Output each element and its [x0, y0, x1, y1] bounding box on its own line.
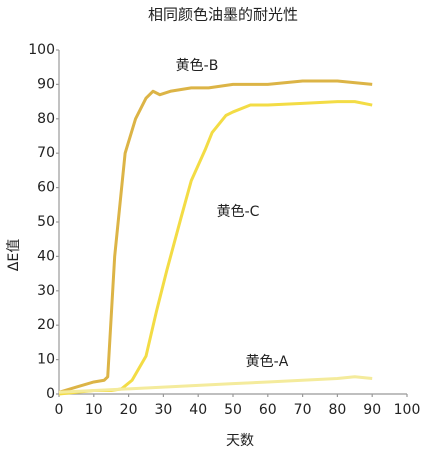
x-tick-label: 100 [394, 402, 421, 418]
series-line [58, 100, 373, 396]
y-tick-label: 20 [37, 317, 55, 333]
chart-title: 相同颜色油墨的耐光性 [148, 6, 298, 24]
x-tick-label: 30 [154, 402, 172, 418]
y-tick-label: 10 [37, 352, 55, 368]
y-tick-label: 80 [37, 111, 55, 127]
x-tick-label: 60 [259, 402, 277, 418]
x-tick-label: 0 [55, 402, 64, 418]
series-label: 黄色-B [176, 57, 219, 74]
series-label: 黄色-A [246, 353, 289, 370]
y-tick-label: 40 [37, 248, 55, 264]
y-tick-label: 30 [37, 283, 55, 299]
y-tick-label: 0 [46, 386, 55, 402]
y-tick-label: 90 [37, 76, 55, 92]
series-line [58, 375, 373, 394]
x-tick-label: 40 [189, 402, 207, 418]
x-tick-label: 20 [120, 402, 138, 418]
y-axis-label: ΔE值 [6, 239, 22, 271]
x-tick-label: 80 [328, 402, 346, 418]
y-tick-label: 50 [37, 214, 55, 230]
series-label: 黄色-C [217, 203, 260, 220]
x-axis-label: 天数 [226, 433, 254, 449]
y-tick-label: 100 [28, 42, 55, 58]
x-tick-label: 10 [85, 402, 103, 418]
x-tick-label: 50 [224, 402, 242, 418]
series-line [58, 79, 373, 394]
y-tick-label: 60 [37, 180, 55, 196]
y-tick-label: 70 [37, 145, 55, 161]
x-tick-label: 90 [363, 402, 381, 418]
x-tick-label: 70 [294, 402, 312, 418]
